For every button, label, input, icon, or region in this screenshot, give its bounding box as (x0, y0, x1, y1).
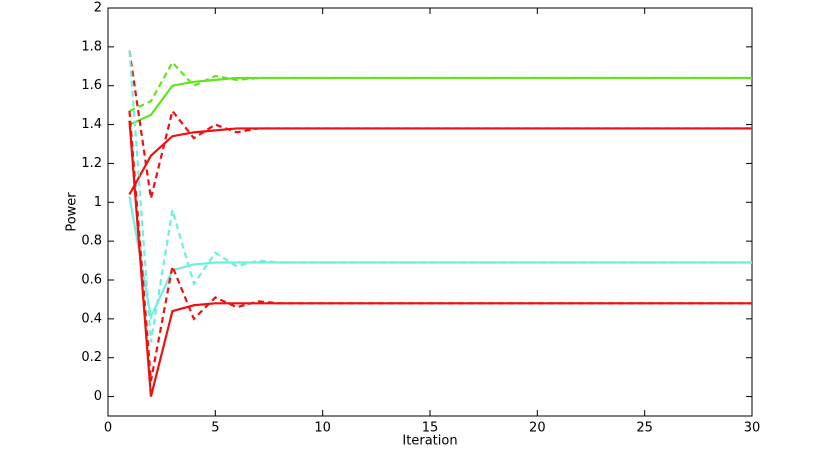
y-tick-label: 0.4 (81, 311, 102, 326)
series-line (128, 110, 752, 382)
y-tick-label: 0.8 (81, 234, 102, 249)
x-tick-label: 10 (314, 421, 331, 436)
series-line (128, 50, 752, 199)
y-tick-label: 0 (94, 389, 102, 404)
x-axis-label: Iteration (402, 434, 457, 449)
y-tick-label: 0.2 (81, 350, 102, 365)
x-tick-label: 30 (744, 421, 761, 436)
y-axis-label: Power (65, 192, 80, 232)
x-tick-label: 5 (211, 421, 219, 436)
series-line (129, 60, 752, 112)
x-tick-label: 0 (104, 421, 112, 436)
series-line (128, 50, 752, 343)
y-tick-label: 0.6 (81, 273, 102, 288)
y-tick-label: 1 (94, 195, 102, 210)
x-tick-label: 15 (422, 421, 439, 436)
y-tick-label: 1.8 (81, 39, 102, 54)
plot-frame (107, 7, 753, 417)
y-tick-label: 2 (94, 1, 102, 16)
x-tick-label: 20 (529, 421, 546, 436)
x-tick-label: 25 (636, 421, 653, 436)
y-tick-label: 1.2 (81, 156, 102, 171)
y-tick-label: 1.6 (81, 78, 102, 93)
y-tick-label: 1.4 (81, 117, 102, 132)
